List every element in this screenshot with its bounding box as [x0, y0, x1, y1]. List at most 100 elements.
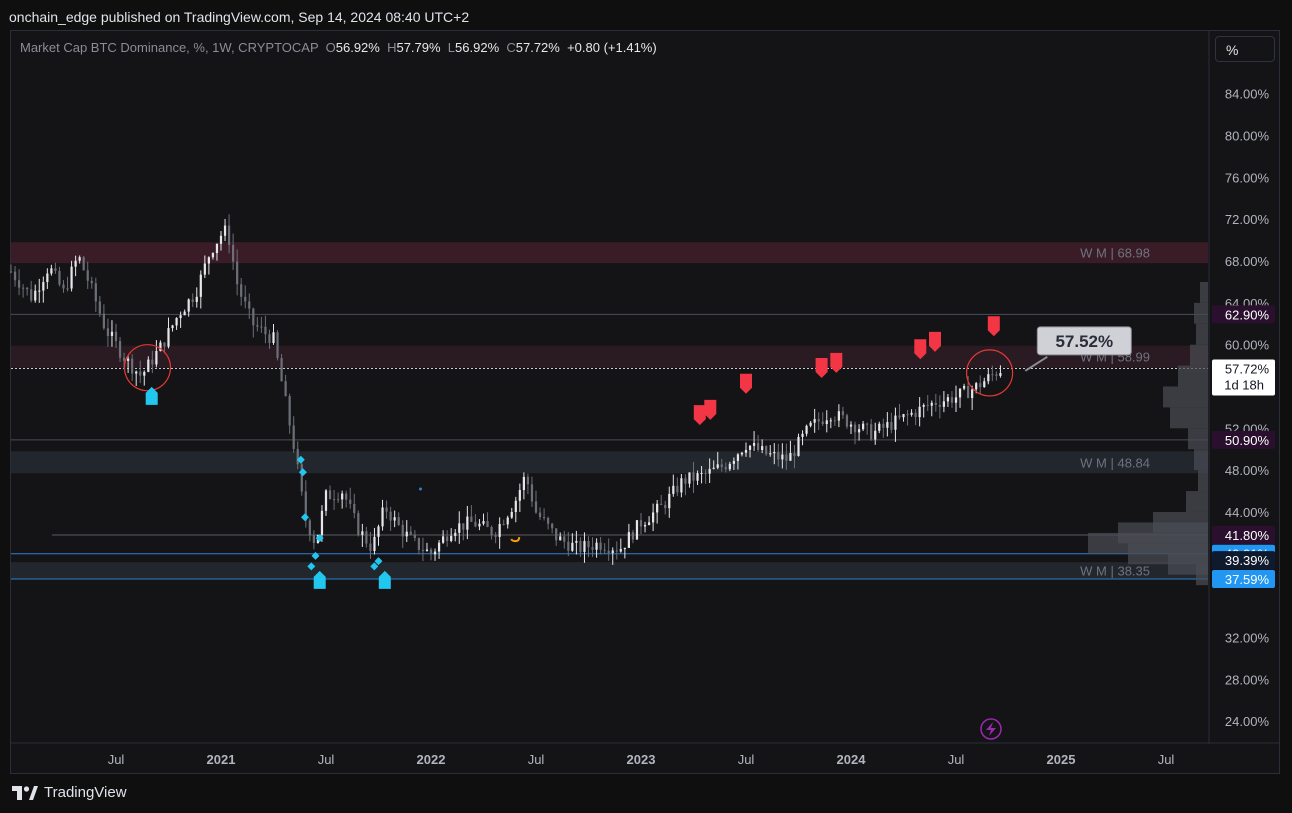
candle-body — [692, 472, 695, 481]
candle-body — [106, 328, 110, 336]
sell-signal-marker — [929, 331, 941, 352]
candle-body — [914, 412, 917, 418]
x-tick-label: 2023 — [627, 752, 656, 767]
candle-body — [486, 521, 489, 528]
candle-body — [571, 542, 574, 551]
candle-body — [102, 313, 105, 329]
candle-body — [502, 523, 505, 525]
candle-body — [736, 454, 740, 461]
candle-body — [962, 385, 966, 389]
cyan-signal-marker — [301, 513, 309, 522]
candle-body — [139, 371, 142, 376]
candle-body — [950, 397, 954, 403]
candle-body — [187, 299, 190, 312]
candle-body — [857, 429, 861, 433]
candle-body — [837, 411, 840, 421]
candle-body — [421, 550, 425, 552]
candle-body — [377, 526, 380, 537]
candle-body — [454, 532, 457, 536]
volume-profile-bar — [1178, 365, 1208, 387]
sell-signal-marker — [987, 316, 1000, 337]
candle-body — [563, 536, 566, 542]
candle-body — [853, 424, 857, 433]
candle-body — [118, 341, 122, 358]
candle-body — [296, 448, 299, 465]
candle-body — [874, 430, 877, 440]
candle-body — [38, 290, 41, 292]
candle-body — [252, 308, 255, 326]
candle-body — [219, 235, 223, 244]
candle-body — [349, 499, 352, 504]
candle-body — [656, 503, 659, 513]
candle-body — [987, 374, 990, 382]
legend-close-label: C — [506, 40, 516, 55]
candle-body — [312, 535, 315, 543]
candle-body — [155, 351, 158, 365]
price-badge — [1212, 305, 1275, 324]
candle-body — [114, 331, 118, 342]
candle-body — [195, 296, 198, 302]
candle-body — [607, 550, 610, 554]
candle-body — [555, 528, 558, 541]
buy-signal-marker — [378, 570, 391, 589]
candle-body — [777, 452, 780, 460]
candle-body — [906, 414, 909, 416]
candle-body — [163, 342, 166, 347]
candle-body — [716, 464, 719, 468]
candle-body — [227, 225, 231, 245]
candle-body — [110, 331, 114, 336]
cyan-signal-marker — [307, 562, 316, 571]
candle-body — [728, 463, 731, 470]
y-tick-label: 48.00% — [1225, 463, 1270, 478]
last-price-label: 57.72% — [1225, 362, 1270, 377]
candle-body — [260, 326, 263, 328]
symbol-legend: Market Cap BTC Dominance, %, 1W, CRYPTOC… — [20, 40, 657, 55]
candle-body — [781, 454, 784, 460]
candle-body — [886, 422, 889, 428]
legend-high: 57.79% — [396, 40, 441, 55]
candle-body — [429, 549, 433, 555]
top-bar: onchain_edge published on TradingView.co… — [0, 0, 1292, 30]
price-badge-label: 62.90% — [1225, 307, 1270, 322]
candle-body — [320, 510, 324, 535]
candle-body — [122, 357, 126, 361]
candle-body — [232, 244, 235, 262]
candle-body — [882, 423, 885, 428]
candle-body — [159, 342, 162, 352]
candle-body — [704, 472, 707, 474]
candle-body — [938, 405, 941, 407]
candle-body — [942, 401, 945, 407]
candle-body — [567, 541, 570, 551]
candle-body — [446, 536, 449, 542]
candle-body — [304, 491, 307, 521]
candle-body — [203, 263, 206, 275]
chart-frame[interactable] — [10, 30, 1280, 774]
candle-body — [397, 517, 400, 525]
candle-body — [272, 332, 275, 343]
candle-body — [769, 453, 772, 455]
candle-body — [389, 511, 392, 521]
x-tick-label: Jul — [108, 752, 125, 767]
candle-body — [373, 536, 376, 552]
candle-body — [862, 423, 865, 430]
tradingview-brand[interactable]: TradingView — [12, 784, 127, 801]
candle-body — [341, 493, 344, 500]
price-badge — [1212, 551, 1275, 570]
candle-body — [385, 507, 388, 512]
legend-close: 57.72% — [515, 40, 560, 55]
candle-body — [401, 524, 404, 537]
candle-body — [361, 531, 364, 535]
highlight-circle — [123, 344, 172, 392]
candle-body — [22, 287, 25, 289]
candle-body — [17, 280, 21, 288]
candle-body — [773, 452, 776, 454]
candle-body — [744, 449, 748, 453]
candle-body — [684, 478, 687, 484]
candle-body — [90, 280, 93, 284]
legend-high-label: H — [387, 40, 397, 55]
candle-body — [78, 257, 81, 261]
candle-body — [442, 536, 445, 543]
percent-scale-button[interactable]: % — [1215, 36, 1275, 62]
candle-body — [522, 476, 525, 491]
